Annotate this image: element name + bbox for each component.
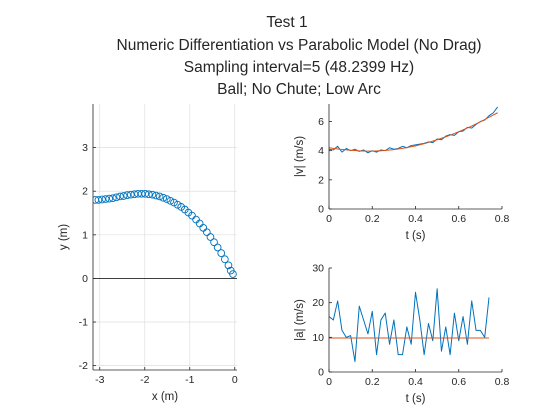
acceleration-y-tick-label: 30 (312, 263, 324, 275)
figure-title-line-1: Test 1 (266, 14, 307, 31)
trajectory-x-tick-label: -3 (95, 374, 104, 386)
trajectory-point (105, 194, 114, 203)
trajectory-x-axis-label: x (m) (152, 391, 178, 403)
acceleration-series-1 (329, 288, 490, 363)
speed-x-tick-label: 0.4 (408, 213, 423, 225)
trajectory-point (221, 255, 229, 264)
figure-title-line-3: Sampling interval=5 (48.2399 Hz) (184, 59, 414, 76)
speed-y-tick-label: 0 (318, 204, 324, 216)
trajectory-point (148, 190, 157, 199)
trajectory-y-axis-label: y (m) (58, 224, 70, 250)
trajectory-y-tick-label: -2 (79, 360, 88, 372)
trajectory-y-tick-label: 0 (82, 273, 88, 285)
speed-series-2 (329, 112, 498, 152)
acceleration-x-tick-label: 0.4 (408, 376, 423, 388)
speed-x-tick-label: 0 (326, 213, 332, 225)
acceleration-y-tick-label: 0 (318, 367, 324, 379)
trajectory-point (123, 191, 132, 199)
acceleration-x-axis-label: t (s) (406, 393, 426, 405)
acceleration-series-1-line (329, 288, 490, 363)
trajectory-point (224, 261, 233, 270)
acceleration-x-tick-label: 0.2 (365, 376, 380, 388)
trajectory-x-tick-label: 0 (232, 374, 238, 386)
speed-x-tick-label: 0.6 (451, 213, 466, 225)
trajectory-point (126, 190, 135, 199)
acceleration-x-tick-label: 0.8 (495, 376, 510, 388)
speed-y-tick-label: 4 (318, 145, 324, 157)
speed-x-axis-label: t (s) (406, 230, 426, 242)
trajectory-point (93, 196, 100, 204)
trajectory-point (213, 243, 222, 252)
speed-y-tick-label: 2 (318, 174, 324, 186)
trajectory-point (210, 238, 218, 247)
trajectory-x-tick-label: -2 (140, 374, 149, 386)
trajectory-point (101, 195, 110, 203)
trajectory-point (159, 193, 168, 202)
trajectory-y-tick-label: 1 (82, 229, 88, 241)
trajectory-point (217, 249, 226, 257)
trajectory-point (152, 191, 160, 200)
trajectory-y-tick-label: -1 (79, 317, 88, 329)
trajectory-y-tick-label: 2 (82, 186, 88, 198)
trajectory-point (112, 193, 121, 202)
speed-axes: 0 0.2 0.4 0.6 0.8 0 2 4 6 t (s) |v| (m/s) (294, 104, 509, 242)
trajectory-point (116, 192, 124, 201)
trajectory-point (134, 189, 142, 198)
trajectory-series-1 (93, 189, 237, 278)
speed-x-tick-label: 0.8 (495, 213, 510, 225)
trajectory-point (206, 233, 215, 241)
trajectory-point (94, 196, 103, 204)
acceleration-x-tick-label: 0.6 (451, 376, 466, 388)
speed-y-axis-label: |v| (m/s) (294, 136, 306, 177)
acceleration-y-tick-label: 20 (312, 297, 324, 309)
acceleration-axes: 0 0.2 0.4 0.6 0.8 0 10 20 30 t (s) |a| (m/s) (294, 263, 509, 406)
trajectory-point (130, 190, 139, 199)
figure-title-line-4: Ball; No Chute; Low Arc (217, 81, 381, 98)
trajectory-y-tick-label: 3 (82, 142, 88, 154)
trajectory-point (166, 196, 175, 205)
acceleration-y-tick-label: 10 (312, 332, 324, 344)
acceleration-y-axis-label: |a| (m/s) (294, 299, 306, 341)
trajectory-point (162, 195, 171, 203)
trajectory-point (170, 198, 178, 207)
speed-series-2-line (329, 112, 498, 152)
acceleration-x-tick-label: 0 (326, 376, 332, 388)
figure-title-line-2: Numeric Differentiation vs Parabolic Mod… (117, 37, 482, 54)
trajectory-x-tick-label: -1 (185, 374, 194, 386)
trajectory-point (108, 194, 117, 203)
speed-y-tick-label: 6 (318, 116, 324, 128)
speed-x-tick-label: 0.2 (365, 213, 380, 225)
trajectory-point (226, 266, 235, 275)
trajectory-point (119, 192, 128, 200)
trajectory-axes: -3 -2 -1 0 -2 -1 0 1 2 3 x (m) y (m) (58, 104, 238, 403)
trajectory-point (192, 215, 200, 224)
trajectory-point (155, 192, 164, 201)
